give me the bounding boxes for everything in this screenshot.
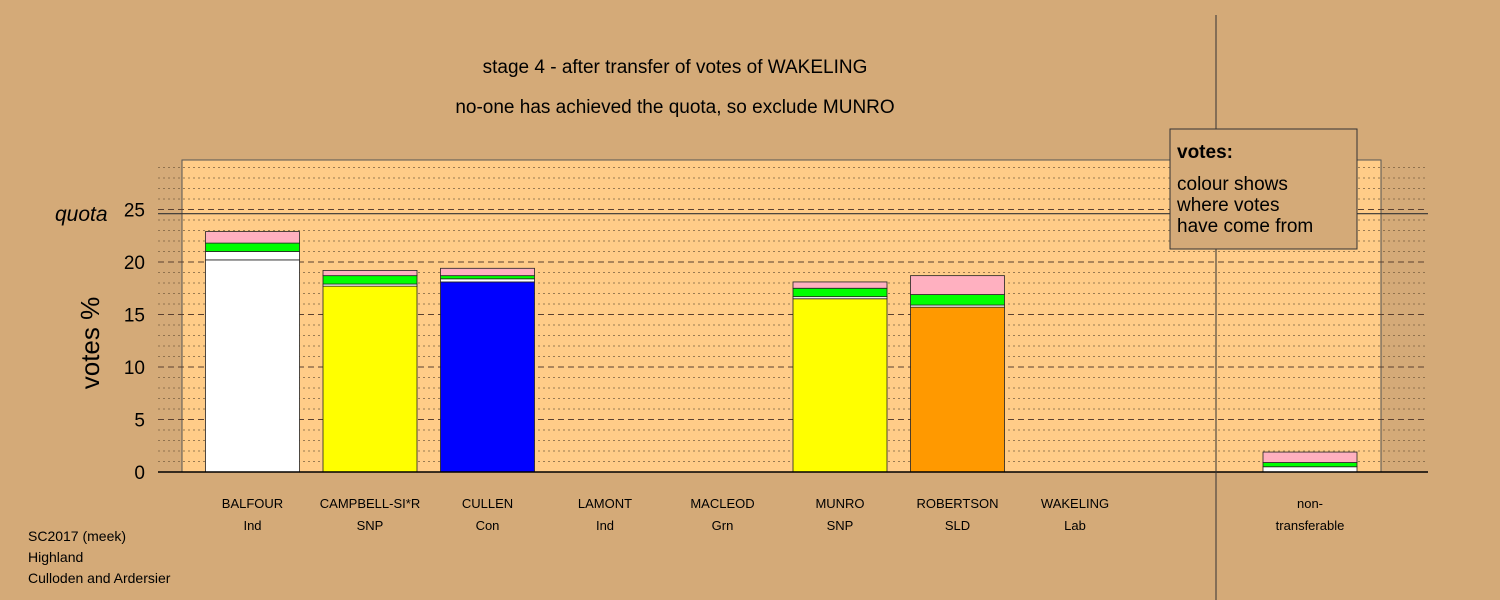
candidate-party-balfour: Ind bbox=[243, 518, 261, 533]
legend-line-2: where votes bbox=[1176, 195, 1279, 216]
y-tick-label: 20 bbox=[124, 253, 145, 274]
candidate-name-munro: MUNRO bbox=[815, 496, 864, 511]
campbell-si-r-bar-segment-3 bbox=[322, 269, 418, 277]
munro-bar-segment-2 bbox=[792, 287, 888, 298]
nontransferable-label-2: transferable bbox=[1276, 518, 1345, 533]
cullen-bar-segment-3 bbox=[440, 267, 535, 277]
robertson-bar-segment-0 bbox=[910, 306, 1005, 473]
y-tick-label: 25 bbox=[124, 201, 145, 222]
candidate-party-robertson: SLD bbox=[945, 518, 970, 533]
legend-line-1: colour shows bbox=[1177, 174, 1288, 195]
candidate-name-campbell-si-r: CAMPBELL-SI*R bbox=[320, 496, 420, 511]
candidate-party-wakeling: Lab bbox=[1064, 518, 1086, 533]
chart-title-line1: stage 4 - after transfer of votes of WAK… bbox=[483, 57, 868, 78]
balfour-bar-segment-0 bbox=[205, 259, 300, 473]
cullen-bar-segment-1 bbox=[440, 278, 535, 283]
balfour-bar-segment-2 bbox=[205, 242, 300, 252]
candidate-name-lamont: LAMONT bbox=[578, 496, 632, 511]
cullen-bar-segment-2 bbox=[440, 275, 535, 280]
chart-title-line2: no-one has achieved the quota, so exclud… bbox=[455, 97, 894, 118]
candidate-party-lamont: Ind bbox=[596, 518, 614, 533]
balfour-bar-segment-3 bbox=[205, 231, 300, 244]
candidate-party-cullen: Con bbox=[476, 518, 500, 533]
campbell-si-r-bar-segment-0 bbox=[322, 285, 418, 473]
nontransferable-bar-segment-1 bbox=[1262, 462, 1358, 468]
candidate-name-macleod: MACLEOD bbox=[690, 496, 754, 511]
candidate-name-robertson: ROBERTSON bbox=[916, 496, 998, 511]
candidate-name-cullen: CULLEN bbox=[462, 496, 513, 511]
candidate-party-campbell-si-r: SNP bbox=[357, 518, 384, 533]
y-tick-label: 10 bbox=[124, 358, 145, 379]
legend-title: votes: bbox=[1177, 142, 1233, 163]
y-axis-label: votes % bbox=[75, 297, 105, 390]
footer-line-3: Culloden and Ardersier bbox=[28, 570, 171, 586]
nontransferable-bar-segment-2 bbox=[1262, 451, 1358, 463]
candidate-name-wakeling: WAKELING bbox=[1041, 496, 1109, 511]
nontransferable-bar-segment-0 bbox=[1262, 466, 1358, 473]
y-tick-label: 5 bbox=[134, 411, 145, 432]
nontransferable-label-1: non- bbox=[1297, 496, 1323, 511]
munro-bar-segment-0 bbox=[792, 298, 888, 473]
footer-line-2: Highland bbox=[28, 549, 83, 565]
robertson-bar-segment-3 bbox=[910, 275, 1005, 295]
robertson-bar-segment-2 bbox=[910, 294, 1005, 306]
footer-line-1: SC2017 (meek) bbox=[28, 528, 126, 544]
candidate-party-macleod: Grn bbox=[712, 518, 734, 533]
y-tick-label: 0 bbox=[134, 463, 145, 484]
campbell-si-r-bar-segment-2 bbox=[322, 275, 418, 285]
y-tick-label: 15 bbox=[124, 306, 145, 327]
legend-line-3: have come from bbox=[1177, 216, 1313, 237]
candidate-name-balfour: BALFOUR bbox=[222, 496, 283, 511]
candidate-party-munro: SNP bbox=[827, 518, 854, 533]
munro-bar-segment-3 bbox=[792, 281, 888, 289]
balfour-bar-segment-1 bbox=[205, 251, 300, 261]
quota-label: quota bbox=[55, 203, 108, 226]
cullen-bar-segment-0 bbox=[440, 281, 535, 473]
legend-box: votes: colour shows where votes have com… bbox=[1169, 128, 1358, 250]
